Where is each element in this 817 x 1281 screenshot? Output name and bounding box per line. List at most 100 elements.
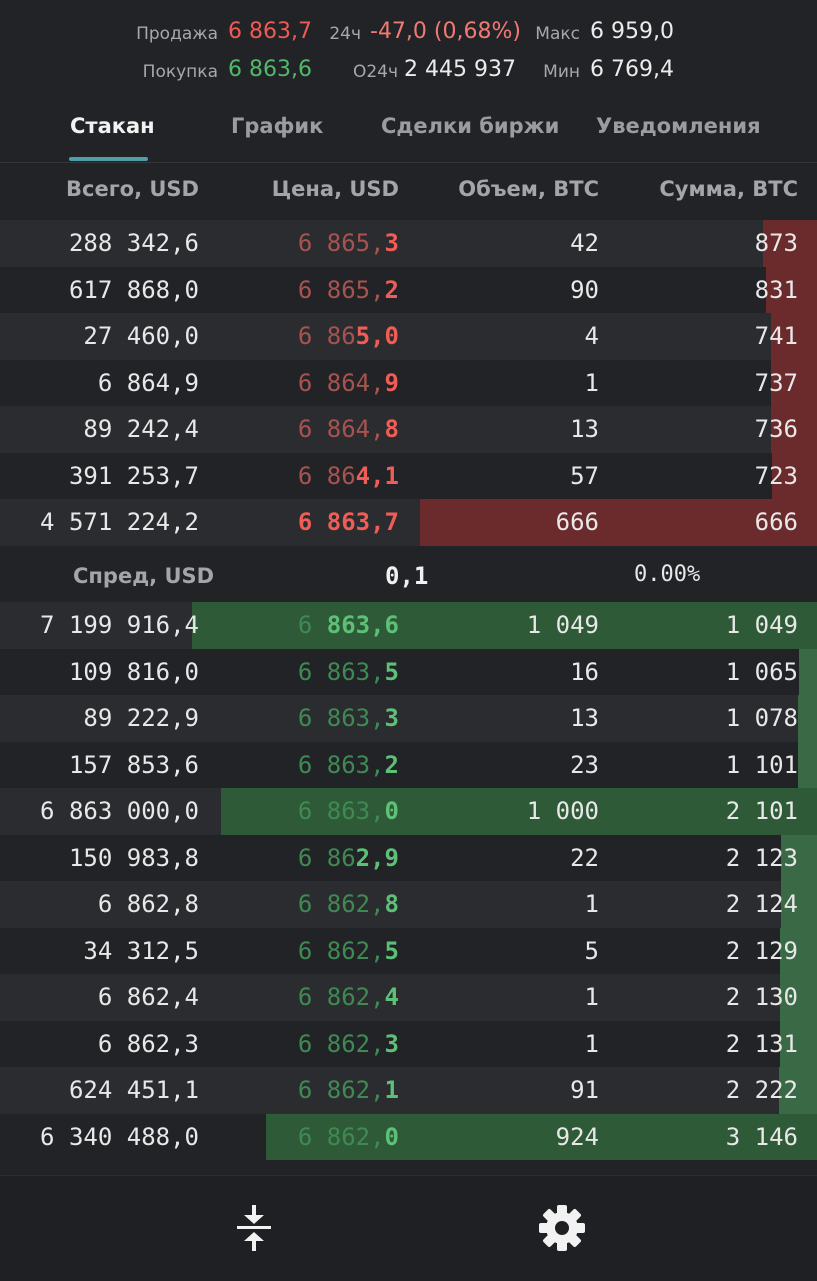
bid-row[interactable]: 6 862,8 6 862,8 1 2 124 (0, 881, 817, 928)
ask-row[interactable]: 617 868,0 6 865,2 90 831 (0, 266, 817, 314)
tab-chart[interactable]: График (231, 114, 324, 138)
depth-bar (780, 974, 817, 1021)
tab-notifications[interactable]: Уведомления (596, 114, 761, 138)
row-price: 6 862,1 (298, 1067, 399, 1114)
price-dim-part: 6 862, (297, 890, 385, 918)
change-value: -47,0 (0,68%) (370, 19, 521, 44)
volume-bar (192, 602, 817, 649)
column-total: Всего, USD (66, 177, 199, 201)
depth-bar (798, 741, 817, 788)
row-total: 288 342,6 (68, 229, 199, 257)
bid-row[interactable]: 6 863 000,0 6 863,0 1 000 2 101 (0, 788, 817, 835)
row-sum: 2 131 (725, 1029, 798, 1058)
row-sum: 1 065 (725, 657, 798, 686)
row-price: 6 863,5 (298, 649, 399, 696)
row-sum: 2 129 (725, 936, 798, 965)
row-total: 150 983,8 (68, 843, 199, 872)
tab-order-book[interactable]: Стакан (70, 114, 155, 138)
row-price: 6 862,3 (298, 1021, 399, 1068)
price-dim-part: 6 86 (297, 322, 356, 350)
spread-value: 0,1 (385, 562, 429, 590)
tab-exchange-trades[interactable]: Сделки биржи (381, 114, 560, 138)
volume-bar (266, 1113, 817, 1160)
row-sum: 2 222 (725, 1076, 798, 1104)
depth-bar (781, 881, 817, 928)
bid-row[interactable]: 6 862,4 6 862,4 1 2 130 (0, 974, 817, 1021)
volume-label: O24ч (352, 62, 398, 82)
row-sum: 723 (754, 461, 798, 490)
volume-bar (221, 788, 817, 835)
row-price: 6 865,2 (298, 267, 399, 314)
depth-bar (799, 648, 817, 695)
row-volume: 23 (570, 750, 599, 779)
ask-row[interactable]: 391 253,7 6 864,1 57 723 (0, 452, 817, 500)
ask-row[interactable]: 27 460,0 6 865,0 4 741 (0, 313, 817, 360)
bid-row[interactable]: 89 222,9 6 863,3 13 1 078 (0, 695, 817, 742)
ask-row[interactable]: 6 864,9 6 864,9 1 737 (0, 359, 817, 406)
collapse-vertical-icon[interactable] (224, 1198, 284, 1258)
row-price: 6 862,0 (298, 1114, 399, 1161)
row-total: 624 451,1 (68, 1076, 199, 1104)
row-volume: 13 (570, 704, 599, 732)
column-sum: Сумма, BTC (659, 177, 798, 201)
row-price: 6 862,9 (298, 835, 399, 882)
depth-bar (780, 1020, 817, 1067)
bid-row[interactable]: 624 451,1 6 862,1 91 2 222 (0, 1067, 817, 1114)
row-total: 34 312,5 (83, 936, 199, 965)
spread-label: Спред, USD (73, 564, 215, 588)
row-sum: 666 (754, 508, 798, 536)
depth-bar (771, 313, 817, 360)
row-volume: 4 (584, 322, 599, 350)
depth-bar (771, 406, 817, 453)
row-total: 6 862,8 (97, 890, 199, 918)
row-volume: 1 (584, 1029, 599, 1058)
row-sum: 736 (754, 415, 798, 443)
asks-list: 288 342,6 6 865,3 42 873 617 868,0 6 865,2 90 8… (0, 220, 817, 546)
price-dim-part: 6 862, (297, 1122, 385, 1151)
buy-label: Покупка (142, 62, 218, 82)
price-dim-part: 6 865, (297, 275, 385, 304)
price-bright-part: 8 (384, 890, 399, 918)
row-volume: 91 (570, 1076, 599, 1104)
volume-bar (420, 499, 817, 546)
bid-row[interactable]: 34 312,5 6 862,5 5 2 129 (0, 927, 817, 974)
row-volume: 1 049 (526, 611, 599, 639)
change-label: 24ч (329, 24, 361, 44)
row-total: 7 199 916,4 (40, 611, 199, 639)
row-price: 6 864,1 (298, 453, 399, 500)
ask-row[interactable]: 4 571 224,2 6 863,7 666 666 (0, 499, 817, 546)
bid-row[interactable]: 7 199 916,4 6 863,6 1 049 1 049 (0, 602, 817, 649)
depth-bar (772, 452, 817, 499)
gear-icon[interactable] (532, 1198, 592, 1258)
price-dim-part: 6 863, (297, 797, 385, 825)
price-bright-part: 5 (384, 936, 399, 965)
row-volume: 16 (570, 657, 599, 686)
price-bright-part: 1 (384, 1076, 399, 1104)
spread-row: Спред, USD 0,1 0.00% (0, 552, 817, 602)
bid-row[interactable]: 109 816,0 6 863,5 16 1 065 (0, 648, 817, 696)
ask-row[interactable]: 89 242,4 6 864,8 13 736 (0, 406, 817, 453)
depth-bar (798, 695, 817, 742)
price-bright-part: 2 (384, 275, 399, 304)
row-total: 391 253,7 (68, 461, 199, 490)
depth-bar (781, 834, 817, 881)
bid-row[interactable]: 157 853,6 6 863,2 23 1 101 (0, 741, 817, 788)
bid-row[interactable]: 6 340 488,0 6 862,0 924 3 146 (0, 1113, 817, 1161)
row-sum: 1 049 (725, 611, 798, 639)
bid-row[interactable]: 150 983,8 6 862,9 22 2 123 (0, 834, 817, 882)
row-total: 89 242,4 (83, 415, 199, 443)
row-price: 6 863,6 (298, 602, 399, 649)
row-volume: 1 (584, 368, 599, 397)
row-sum: 741 (754, 322, 798, 350)
price-dim-part: 6 862, (297, 983, 385, 1011)
row-volume: 1 000 (526, 797, 599, 825)
row-sum: 737 (754, 368, 798, 397)
row-volume: 42 (570, 229, 599, 257)
sell-price: 6 863,7 (228, 19, 312, 44)
row-total: 6 862,4 (97, 983, 199, 1011)
bid-row[interactable]: 6 862,3 6 862,3 1 2 131 (0, 1020, 817, 1068)
price-bright-part: 3 (384, 1029, 399, 1058)
price-bright-part: 4,1 (355, 461, 399, 490)
row-sum: 2 123 (725, 843, 798, 872)
ask-row[interactable]: 288 342,6 6 865,3 42 873 (0, 220, 817, 267)
